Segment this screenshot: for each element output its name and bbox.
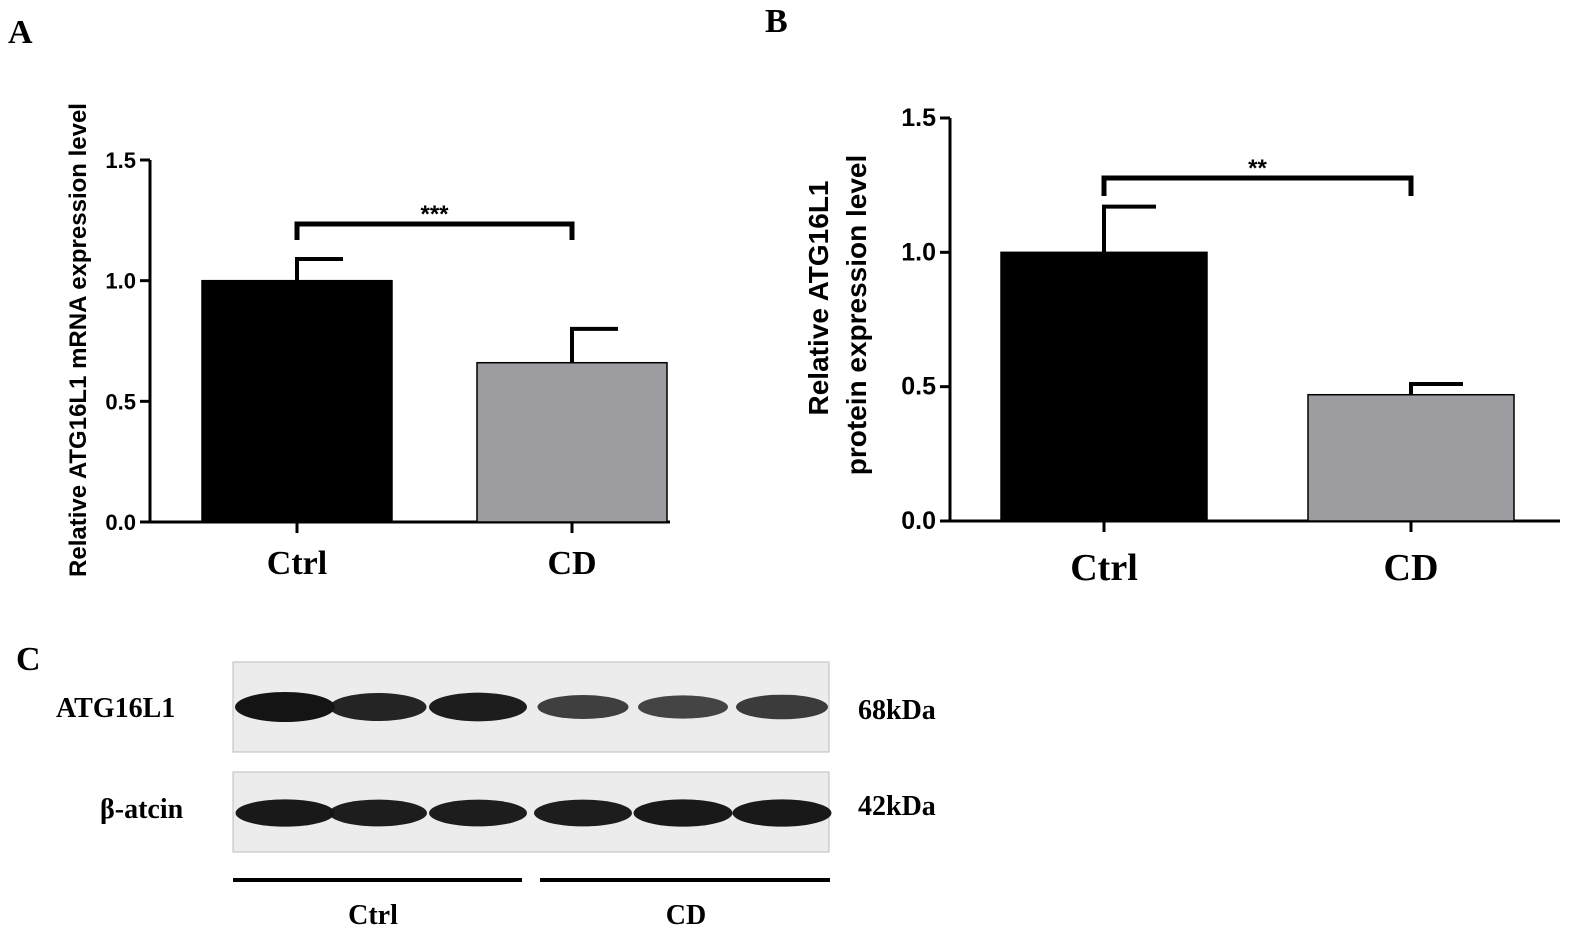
chart-b-ytick-label: 0.0 [901,507,936,535]
chart-a-bar-ctrl [201,279,393,523]
chart-b-category-label: CD [1384,547,1439,589]
chart-a-bar-cd [476,361,668,523]
chart-a-category-label: Ctrl [267,545,327,582]
chart-b-bar-ctrl [1000,251,1208,522]
blot-band-atg16l1-lane-6 [736,694,828,720]
chart-a-ytick-label: 0.0 [105,510,136,535]
chart-b-ytick-label: 1.0 [901,238,936,266]
western-blot: ATG16L1 β-atcin 68kDa 42kDa Ctrl CD [56,661,936,931]
chart-a-ytick-label: 0.5 [105,389,136,414]
chart-a-significance-bracket [294,221,575,240]
blot-band-atg16l1-lane-5 [638,695,728,719]
chart-a-ytick-label: 1.5 [105,148,136,173]
chart-a-significance-label: *** [420,201,449,228]
chart-a: Relative ATG16L1 mRNA expression level 0… [65,103,670,582]
blot-band-atg16l1-lane-3 [429,692,527,722]
chart-a-ytick-label: 1.0 [105,269,136,294]
panel-letter-c: C [16,641,41,678]
chart-b: Relative ATG16L1 protein expression leve… [803,104,1560,589]
blot-row-label-beta-actin: β-atcin [100,794,184,825]
panel-letter-a: A [8,14,33,51]
blot-band-atg16l1-lane-1 [235,692,335,722]
chart-b-category-label: Ctrl [1070,547,1138,589]
chart-b-ylabel-line2: protein expression level [841,155,872,476]
chart-b-significance-label: ** [1248,155,1267,182]
blot-band-beta-actin-lane-1 [235,799,335,827]
chart-b-ytick-label: 1.5 [901,104,936,132]
blot-size-68kda: 68kDa [858,695,936,726]
chart-b-ylabel-line1: Relative ATG16L1 [803,181,834,416]
blot-group-label-cd: CD [666,900,706,931]
blot-band-atg16l1-lane-2 [329,693,427,721]
chart-a-ylabel: Relative ATG16L1 mRNA expression level [65,103,92,577]
blot-band-atg16l1-lane-4 [537,695,629,719]
chart-b-bar-cd [1307,393,1515,522]
blot-row-label-atg16l1: ATG16L1 [56,693,175,724]
blot-band-beta-actin-lane-3 [429,799,527,827]
blot-band-beta-actin-lane-5 [633,799,733,827]
blot-band-beta-actin-lane-2 [329,799,427,827]
blot-band-beta-actin-lane-6 [732,799,832,827]
blot-band-beta-actin-lane-4 [534,799,632,827]
blot-group-label-ctrl: Ctrl [348,900,398,931]
chart-b-ytick-label: 0.5 [901,373,936,401]
chart-a-category-label: CD [547,545,596,582]
chart-b-significance-bracket [1101,175,1414,196]
blot-size-42kda: 42kDa [858,791,936,822]
panel-letter-b: B [765,3,788,40]
